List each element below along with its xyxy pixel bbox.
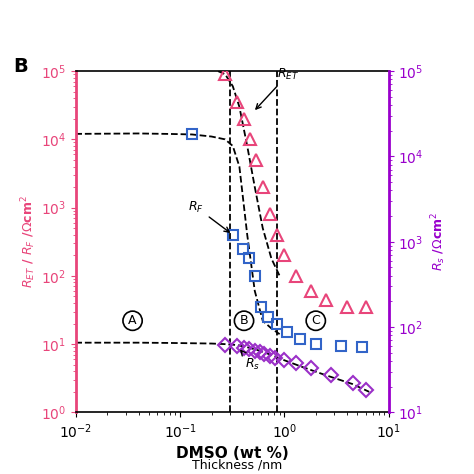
Text: $R_s$: $R_s$ [241,351,260,372]
Text: C: C [311,314,320,327]
Text: $R_F$: $R_F$ [188,200,229,232]
Text: Thickness /nm: Thickness /nm [192,459,282,472]
X-axis label: DMSO (wt %): DMSO (wt %) [176,446,289,461]
Y-axis label: $R_{ET}$ / $R_F$ /$\Omega$cm$^2$: $R_{ET}$ / $R_F$ /$\Omega$cm$^2$ [19,195,38,288]
Text: $R_{ET}$: $R_{ET}$ [256,67,299,109]
Text: A: A [128,314,137,327]
Text: B: B [240,314,248,327]
Text: B: B [13,57,28,76]
Y-axis label: $R_s$ /$\Omega$cm$^2$: $R_s$ /$\Omega$cm$^2$ [429,212,448,271]
